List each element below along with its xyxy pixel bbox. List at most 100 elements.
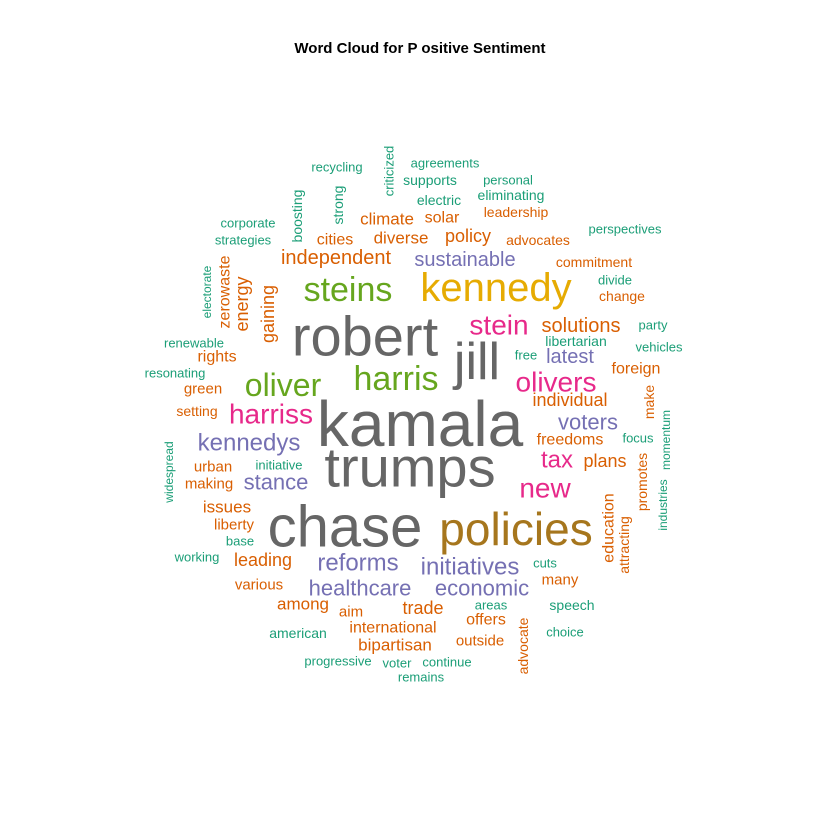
word-initiatives: initiatives <box>421 554 520 581</box>
word-change: change <box>599 288 645 304</box>
word-attracting: attracting <box>616 516 632 574</box>
word-make: make <box>641 385 657 419</box>
word-leading: leading <box>234 550 292 570</box>
word-supports: supports <box>403 172 457 188</box>
word-diverse: diverse <box>374 229 429 248</box>
word-climate: climate <box>360 210 414 229</box>
word-focus: focus <box>622 431 654 446</box>
word-remains: remains <box>398 670 445 685</box>
word-energy: energy <box>232 276 252 331</box>
word-progressive: progressive <box>304 654 371 669</box>
word-free: free <box>515 348 537 363</box>
word-new: new <box>519 473 571 504</box>
word-education: education <box>601 493 618 562</box>
word-areas: areas <box>475 598 508 613</box>
word-latest: latest <box>546 346 594 368</box>
word-strong: strong <box>330 186 346 225</box>
word-widespread: widespread <box>162 441 176 503</box>
word-kennedys: kennedys <box>198 430 301 457</box>
word-outside: outside <box>456 633 504 650</box>
word-personal: personal <box>483 173 533 188</box>
word-resonating: resonating <box>145 366 206 381</box>
word-policy: policy <box>445 226 491 246</box>
word-individual: individual <box>532 390 607 410</box>
word-green: green <box>184 381 222 398</box>
word-voters: voters <box>558 410 618 435</box>
word-leadership: leadership <box>484 204 549 220</box>
word-american: american <box>269 625 327 641</box>
word-reforms: reforms <box>317 550 398 577</box>
word-agreements: agreements <box>411 156 480 171</box>
word-strategies: strategies <box>215 233 272 248</box>
word-freedoms: freedoms <box>537 432 604 449</box>
word-divide: divide <box>598 273 632 288</box>
word-corporate: corporate <box>221 216 276 231</box>
word-eliminating: eliminating <box>478 187 545 203</box>
word-rights: rights <box>197 349 236 366</box>
word-libertarian: libertarian <box>545 333 606 349</box>
word-industries: industries <box>656 479 670 530</box>
word-olivers: olivers <box>516 367 597 398</box>
word-electorate: electorate <box>200 265 214 318</box>
word-momentum: momentum <box>659 410 673 470</box>
word-solutions: solutions <box>542 315 621 337</box>
word-issues: issues <box>203 498 251 517</box>
word-jill: jill <box>452 333 500 391</box>
word-liberty: liberty <box>214 517 255 534</box>
word-making: making <box>185 476 233 493</box>
word-plans: plans <box>583 451 626 471</box>
word-vehicles: vehicles <box>636 340 683 355</box>
word-perspectives: perspectives <box>589 222 662 237</box>
chart-title: Word Cloud for P ositive Sentiment <box>294 40 546 57</box>
word-steins: steins <box>304 271 393 309</box>
word-stance: stance <box>244 470 309 495</box>
word-zerowaste: zerowaste <box>217 255 234 328</box>
word-advocate: advocate <box>515 617 531 674</box>
word-oliver: oliver <box>245 367 322 403</box>
word-international: international <box>349 620 436 637</box>
word-healthcare: healthcare <box>309 576 412 601</box>
word-trade: trade <box>402 598 443 618</box>
word-solar: solar <box>425 210 460 227</box>
word-advocates: advocates <box>506 232 570 248</box>
word-economic: economic <box>435 576 529 601</box>
word-among: among <box>277 595 329 614</box>
word-stein: stein <box>469 310 528 341</box>
word-urban: urban <box>194 459 232 476</box>
word-policies: policies <box>439 503 592 555</box>
word-base: base <box>226 534 254 549</box>
word-harris: harris <box>353 360 438 398</box>
word-boosting: boosting <box>289 190 305 243</box>
word-cities: cities <box>317 232 353 249</box>
word-robert: robert <box>292 305 439 368</box>
word-many: many <box>542 572 579 589</box>
word-renewable: renewable <box>164 336 224 351</box>
word-harriss: harriss <box>229 399 313 430</box>
word-kamala: kamala <box>317 388 524 460</box>
word-trumps: trumps <box>324 436 495 499</box>
word-chase: chase <box>268 495 423 560</box>
word-various: various <box>235 577 283 594</box>
word-recycling: recycling <box>311 160 362 175</box>
word-initiative: initiative <box>256 458 303 473</box>
word-speech: speech <box>549 597 594 613</box>
word-independent: independent <box>281 247 392 269</box>
word-tax: tax <box>541 447 573 474</box>
word-bipartisan: bipartisan <box>358 636 432 655</box>
word-voter: voter <box>383 656 413 671</box>
word-setting: setting <box>176 403 217 419</box>
word-electric: electric <box>417 192 461 208</box>
word-offers: offers <box>466 612 506 629</box>
word-party: party <box>639 318 668 333</box>
word-commitment: commitment <box>556 254 632 270</box>
word-foreign: foreign <box>612 361 661 378</box>
word-cuts: cuts <box>533 556 557 571</box>
word-aim: aim <box>339 604 363 621</box>
word-choice: choice <box>546 625 584 640</box>
word-promotes: promotes <box>634 453 650 511</box>
word-working: working <box>174 550 220 565</box>
word-criticized: criticized <box>382 146 397 197</box>
word-sustainable: sustainable <box>414 249 515 271</box>
word-gaining: gaining <box>258 285 278 343</box>
